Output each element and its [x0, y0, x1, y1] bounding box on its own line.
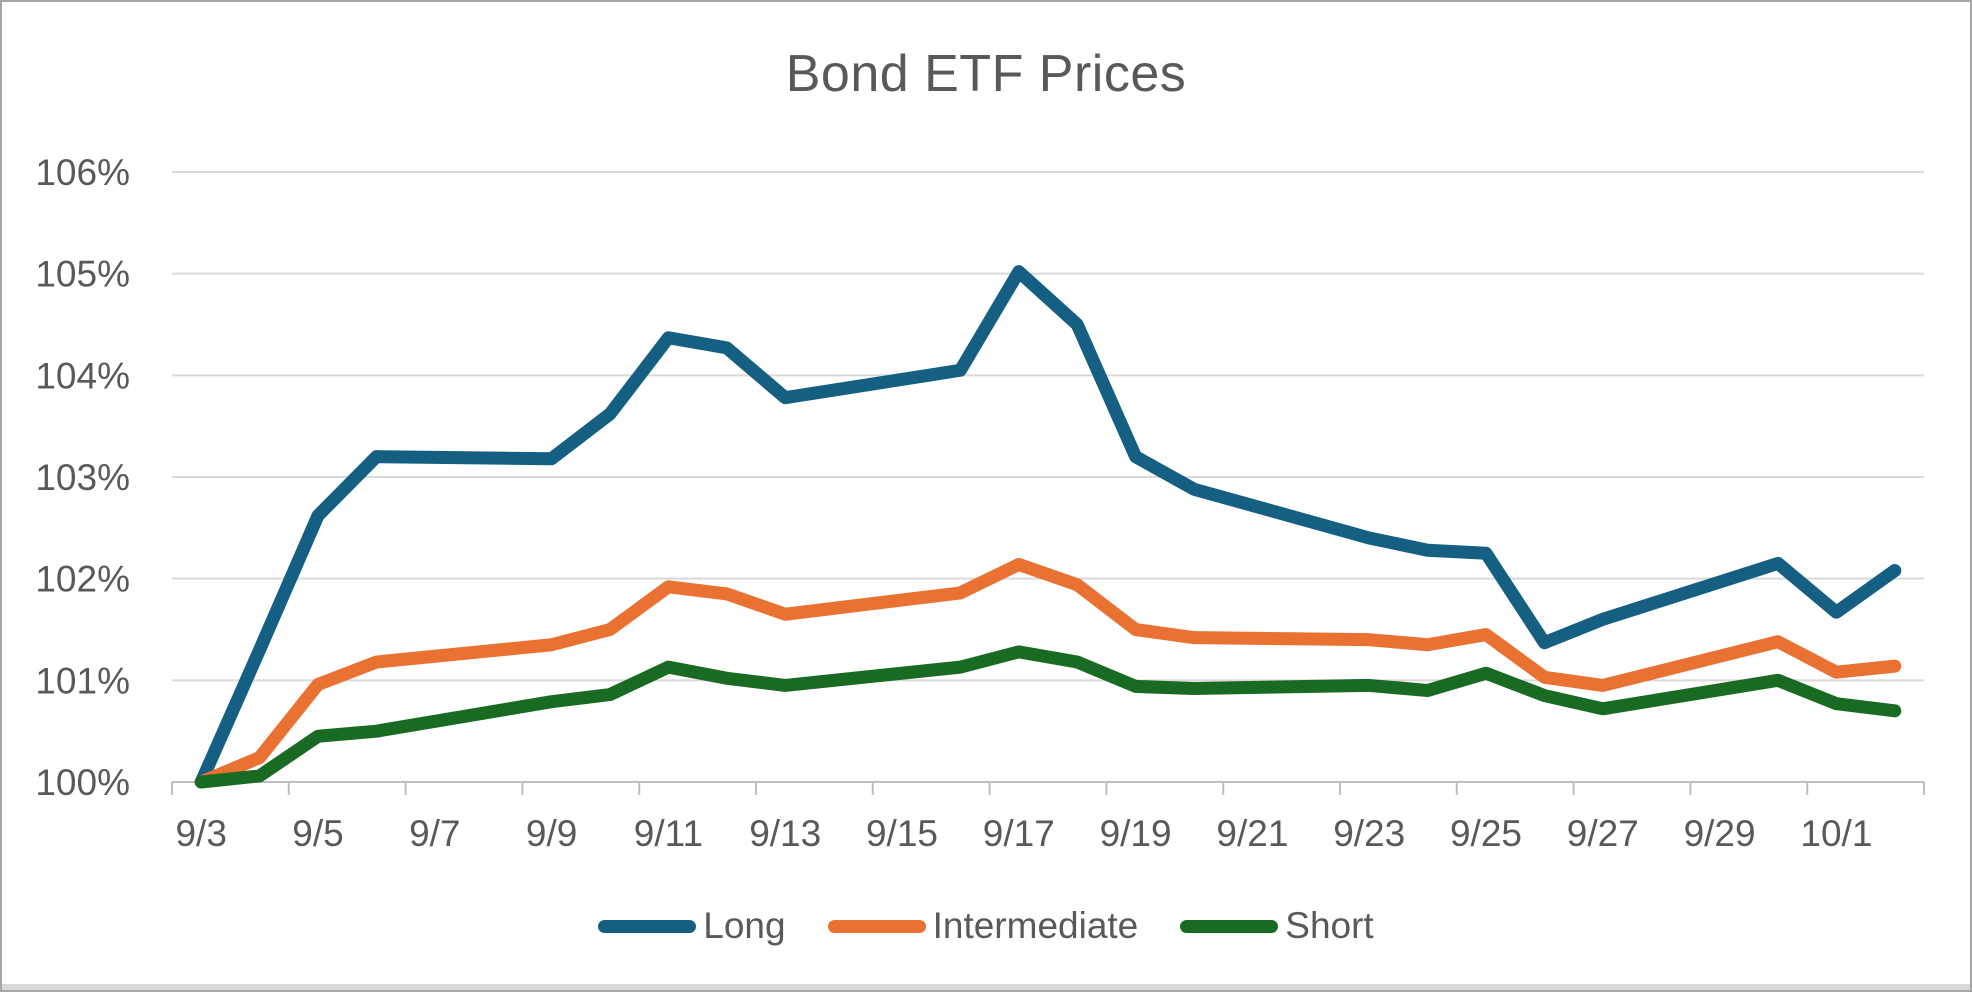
x-axis-label: 9/27 — [1567, 813, 1639, 854]
legend-item-short[interactable]: Short — [1180, 905, 1374, 947]
chart-legend: Long Intermediate Short — [2, 905, 1970, 947]
x-axis-label: 9/11 — [634, 813, 703, 854]
y-axis-label: 101% — [35, 660, 130, 701]
legend-item-long[interactable]: Long — [598, 905, 786, 947]
x-axis-label: 9/15 — [866, 813, 938, 854]
legend-label-long: Long — [703, 905, 786, 946]
legend-swatch-short-icon — [1180, 919, 1279, 933]
legend-label-short: Short — [1285, 905, 1374, 946]
series-line-intermediate[interactable] — [194, 557, 1902, 789]
x-axis-label: 10/1 — [1800, 813, 1872, 854]
legend-label-intermediate: Intermediate — [932, 905, 1139, 946]
x-axis-label: 9/23 — [1333, 813, 1405, 854]
x-axis-label: 9/17 — [983, 813, 1055, 854]
series-line-short[interactable] — [194, 645, 1902, 789]
legend-item-intermediate[interactable]: Intermediate — [827, 905, 1139, 947]
y-axis-label: 102% — [35, 559, 130, 600]
y-axis-label: 106% — [35, 152, 130, 193]
x-axis-label: 9/21 — [1216, 813, 1288, 854]
x-axis-label: 9/3 — [175, 813, 226, 854]
x-axis-label: 9/5 — [292, 813, 343, 854]
x-axis-label: 9/19 — [1100, 813, 1172, 854]
x-axis-label: 9/9 — [526, 813, 577, 854]
window-edge — [2, 984, 1970, 990]
y-axis-label: 105% — [35, 254, 130, 295]
legend-swatch-long-icon — [598, 919, 697, 933]
y-axis-label: 100% — [35, 762, 130, 803]
chart-title[interactable]: Bond ETF Prices — [785, 45, 1187, 103]
series-line-long[interactable] — [194, 265, 1902, 789]
y-axis-label: 103% — [35, 457, 130, 498]
legend-swatch-intermediate-icon — [827, 919, 926, 933]
x-axis-label: 9/25 — [1450, 813, 1522, 854]
x-axis-label: 9/29 — [1684, 813, 1756, 854]
y-axis-label: 104% — [35, 355, 130, 396]
x-axis-label: 9/7 — [409, 813, 460, 854]
x-axis-label: 9/13 — [749, 813, 821, 854]
